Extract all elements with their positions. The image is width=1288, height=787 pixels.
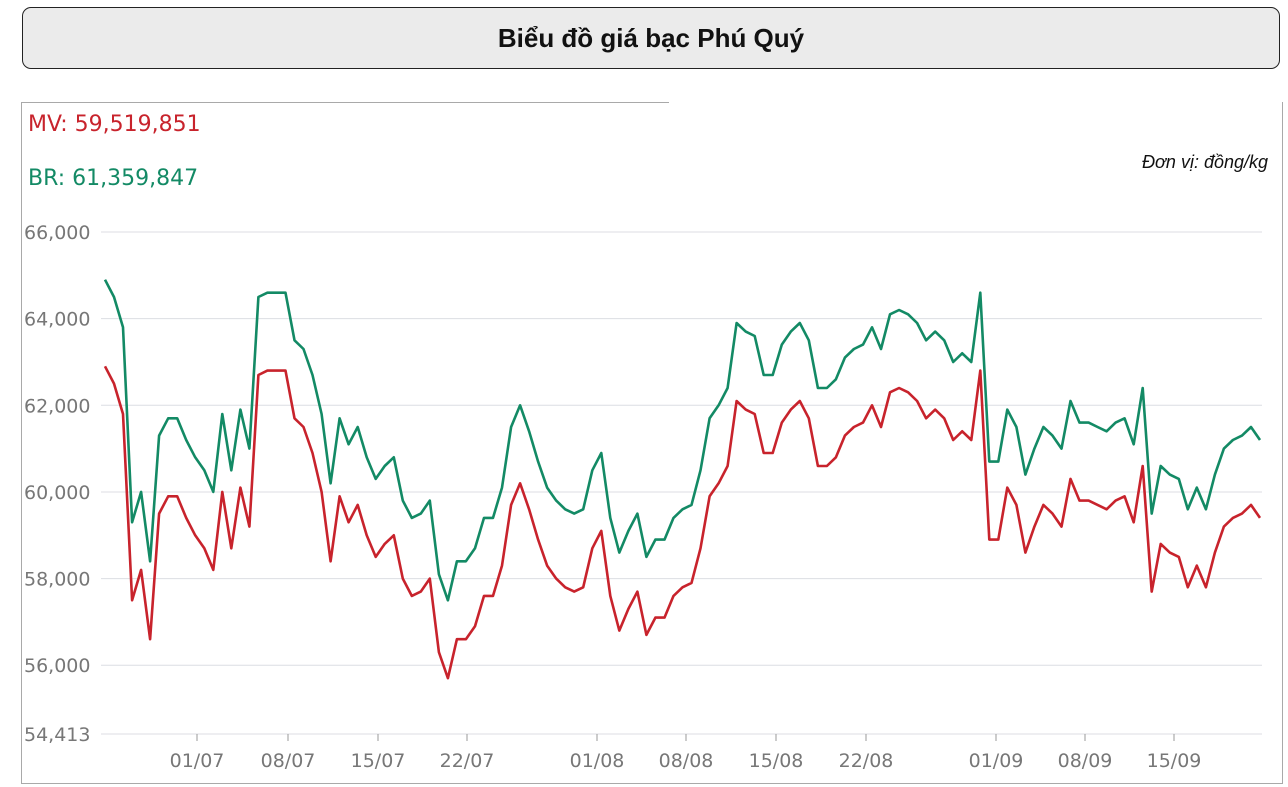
y-tick-label: 56,000 [24, 655, 90, 677]
x-tick-label: 15/07 [351, 750, 406, 772]
x-tick-label: 01/09 [969, 750, 1024, 772]
series-line-br [103, 279, 1262, 602]
series-line-mv [103, 365, 1262, 680]
chart-frame-top-border [21, 102, 669, 103]
mv-readout: MV: 59,519,851 [28, 112, 201, 137]
x-tick-label: 15/09 [1147, 750, 1202, 772]
br-readout: BR: 61,359,847 [28, 166, 198, 191]
x-tick-label: 15/08 [749, 750, 804, 772]
series-lines [103, 279, 1262, 680]
y-tick-label: 60,000 [24, 482, 90, 504]
x-axis-ticks: 01/07 08/07 15/07 22/07 01/08 08/08 15/08 22/08… [170, 734, 1202, 772]
y-tick-label: 66,000 [24, 222, 90, 244]
unit-label: Đơn vị: đồng/kg [1142, 152, 1268, 172]
br-value: 61,359,847 [72, 166, 199, 191]
x-tick-label: 01/07 [170, 750, 225, 772]
chart-title: Biểu đồ giá bạc Phú Quý [497, 22, 805, 53]
x-tick-label: 22/08 [839, 750, 894, 772]
chart-frame [21, 102, 1283, 784]
br-label: BR: [28, 166, 66, 191]
x-tick-label: 08/08 [659, 750, 714, 772]
mv-label: MV: [28, 112, 68, 137]
x-tick-label: 08/09 [1058, 750, 1113, 772]
y-tick-label: 64,000 [24, 309, 90, 331]
y-axis-ticks: 54,413 56,000 58,000 60,000 62,000 64,000 66,0… [24, 222, 90, 746]
mv-value: 59,519,851 [74, 112, 201, 137]
chart-title-box: Biểu đồ giá bạc Phú Quý [22, 7, 1280, 69]
y-tick-label: 62,000 [24, 395, 90, 417]
grid-lines [101, 231, 1262, 735]
y-tick-label: 54,413 [24, 724, 90, 746]
y-tick-label: 58,000 [24, 569, 90, 591]
x-tick-label: 22/07 [440, 750, 495, 772]
x-tick-label: 01/08 [570, 750, 625, 772]
x-tick-label: 08/07 [261, 750, 316, 772]
